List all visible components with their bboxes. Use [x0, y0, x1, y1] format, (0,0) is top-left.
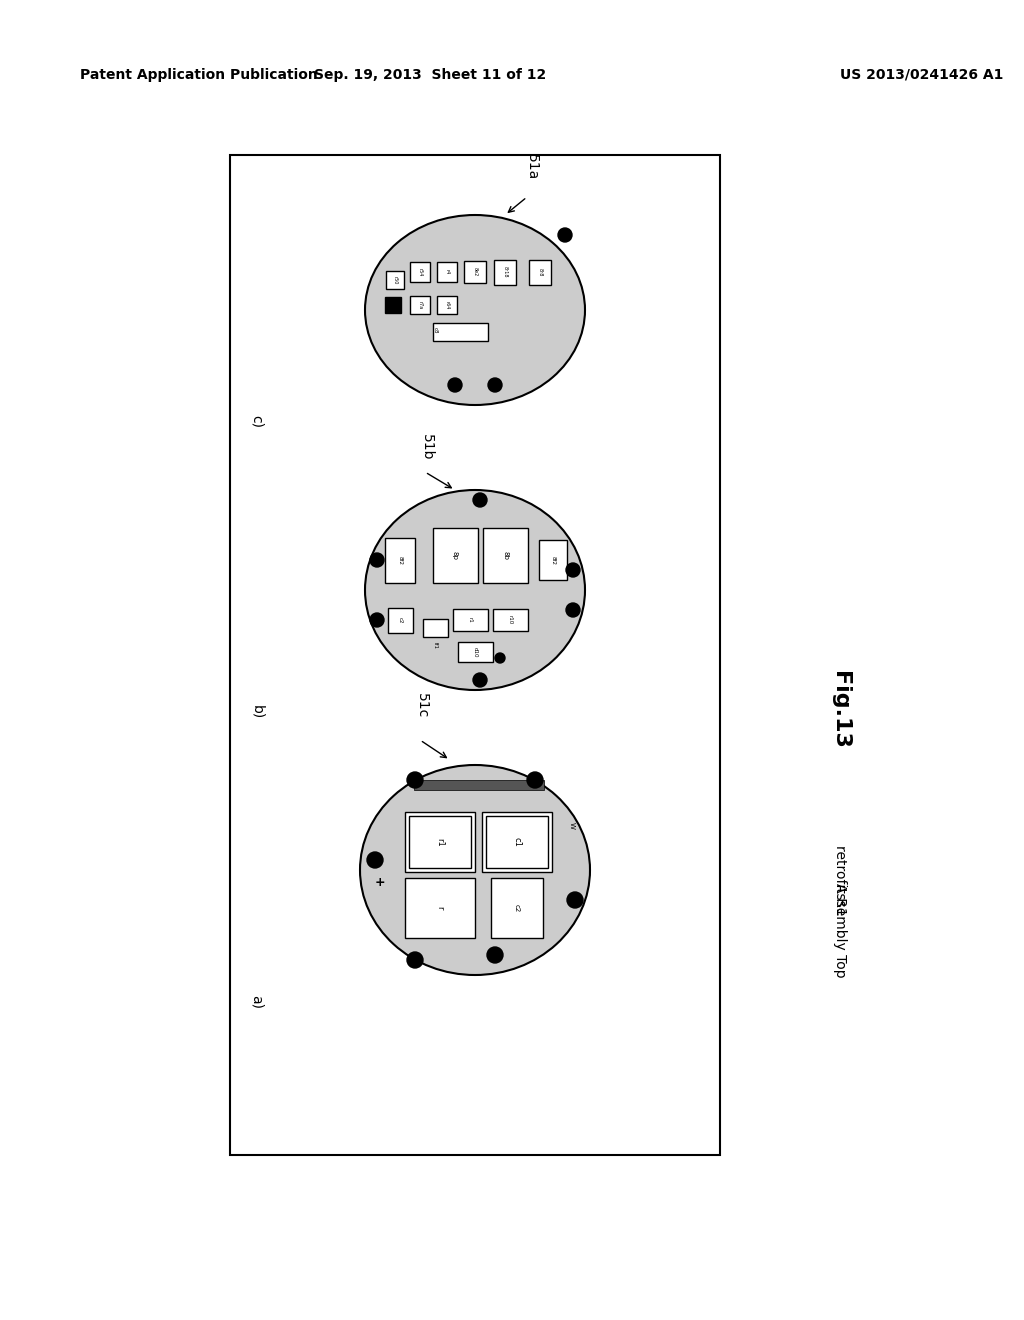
- Text: Patent Application Publication: Patent Application Publication: [80, 69, 317, 82]
- Circle shape: [527, 772, 543, 788]
- Text: 8p: 8p: [452, 550, 458, 560]
- Bar: [437, 261, 457, 282]
- Text: a): a): [250, 995, 264, 1008]
- Bar: [482, 528, 527, 582]
- Text: r4: r4: [444, 269, 450, 275]
- Text: r1: r1: [435, 838, 444, 846]
- Text: 51a: 51a: [525, 153, 539, 180]
- Bar: [423, 619, 447, 638]
- Text: +: +: [375, 875, 385, 888]
- Bar: [230, 154, 720, 1155]
- Bar: [406, 812, 475, 873]
- Text: 51c: 51c: [415, 693, 429, 718]
- Bar: [458, 642, 493, 663]
- Circle shape: [407, 952, 423, 968]
- Bar: [410, 296, 430, 314]
- Bar: [453, 609, 487, 631]
- Text: r10: r10: [508, 615, 512, 624]
- Text: Sep. 19, 2013  Sheet 11 of 12: Sep. 19, 2013 Sheet 11 of 12: [314, 69, 546, 82]
- Text: r: r: [435, 907, 444, 909]
- Text: 8r18: 8r18: [503, 267, 508, 277]
- Circle shape: [473, 673, 487, 686]
- Bar: [490, 878, 544, 939]
- Text: r1: r1: [468, 618, 472, 623]
- Text: c2: c2: [514, 904, 520, 912]
- Circle shape: [367, 851, 383, 869]
- Ellipse shape: [365, 490, 585, 690]
- Circle shape: [495, 653, 505, 663]
- Bar: [409, 816, 471, 869]
- Bar: [494, 260, 516, 285]
- Circle shape: [558, 228, 572, 242]
- Text: c8: c8: [432, 327, 437, 333]
- Text: c): c): [250, 414, 264, 428]
- Text: r7a: r7a: [418, 301, 423, 309]
- Text: 8b: 8b: [502, 550, 508, 560]
- Bar: [437, 296, 457, 314]
- Circle shape: [567, 892, 583, 908]
- Text: 8r8: 8r8: [538, 268, 543, 276]
- Text: 8f2: 8f2: [551, 556, 555, 565]
- Text: r50: r50: [392, 276, 397, 284]
- Text: 8e2: 8e2: [472, 268, 477, 277]
- Text: US 2013/0241426 A1: US 2013/0241426 A1: [840, 69, 1004, 82]
- Text: Assembly Top: Assembly Top: [833, 883, 847, 977]
- Text: r64: r64: [444, 301, 450, 309]
- Circle shape: [488, 378, 502, 392]
- Circle shape: [487, 946, 503, 964]
- Bar: [493, 609, 527, 631]
- Text: b): b): [250, 705, 264, 719]
- Text: d10: d10: [472, 647, 477, 657]
- Text: retrofit R1: retrofit R1: [833, 845, 847, 915]
- Circle shape: [473, 492, 487, 507]
- Text: 51b: 51b: [420, 433, 434, 459]
- Ellipse shape: [365, 215, 585, 405]
- Bar: [387, 607, 413, 632]
- Circle shape: [407, 772, 423, 788]
- Bar: [432, 528, 477, 582]
- Circle shape: [566, 603, 580, 616]
- Circle shape: [566, 564, 580, 577]
- Circle shape: [370, 553, 384, 568]
- Bar: [486, 816, 548, 869]
- Ellipse shape: [360, 766, 590, 975]
- Bar: [410, 261, 430, 282]
- Bar: [464, 261, 486, 282]
- Text: lf1: lf1: [432, 642, 437, 648]
- Bar: [539, 540, 567, 579]
- Bar: [482, 812, 552, 873]
- Text: c1: c1: [512, 837, 521, 847]
- Bar: [386, 271, 404, 289]
- Circle shape: [370, 612, 384, 627]
- Text: 8f2: 8f2: [397, 556, 402, 565]
- Bar: [385, 297, 401, 313]
- Bar: [529, 260, 551, 285]
- Bar: [406, 878, 475, 939]
- Bar: [385, 537, 415, 582]
- Bar: [414, 780, 544, 789]
- Text: r54: r54: [418, 268, 423, 276]
- Text: Fig.13: Fig.13: [830, 671, 850, 748]
- Bar: [432, 323, 487, 341]
- Circle shape: [449, 378, 462, 392]
- Text: c2: c2: [397, 616, 402, 623]
- Text: W: W: [569, 821, 575, 829]
